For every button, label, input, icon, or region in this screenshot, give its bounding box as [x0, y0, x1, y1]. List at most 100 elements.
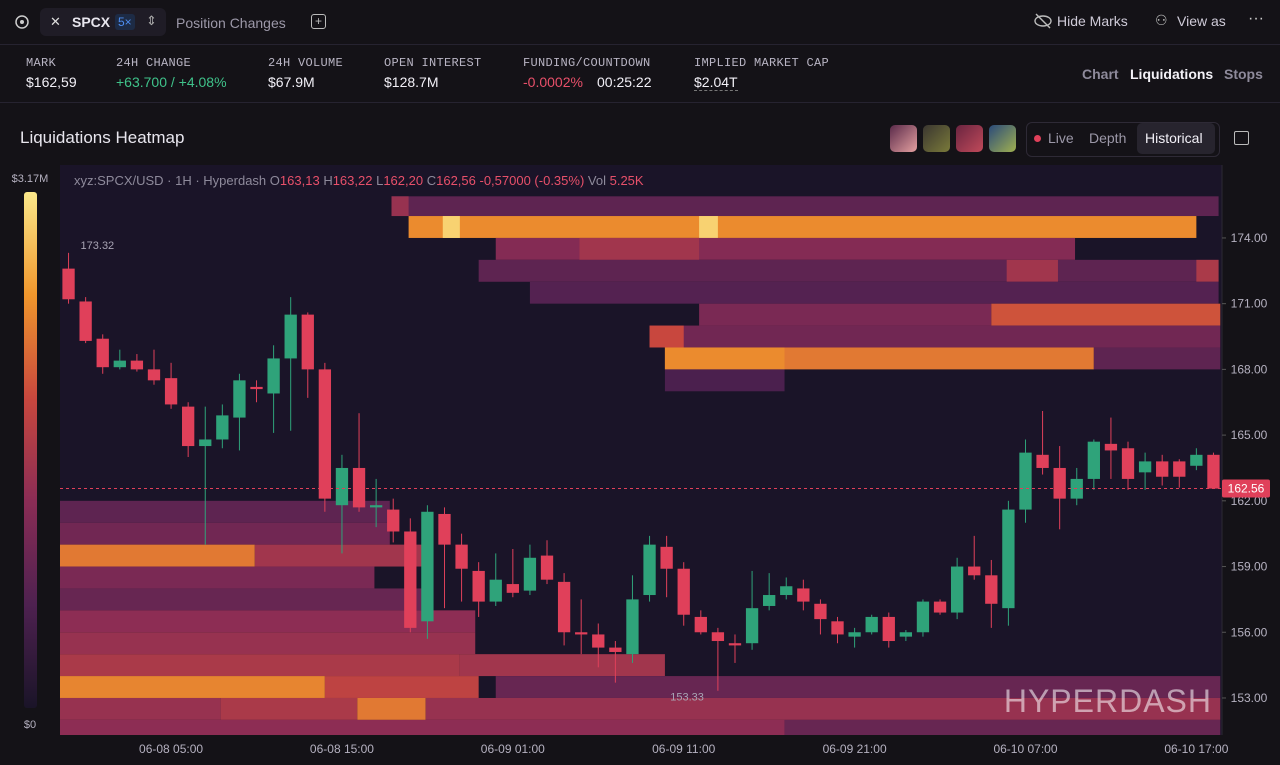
- position-changes[interactable]: Position Changes: [176, 15, 286, 31]
- mode-switch: [1026, 122, 1220, 157]
- ohlc-value: 163,22: [333, 173, 373, 188]
- candle-body: [130, 360, 144, 370]
- candle-body: [472, 570, 485, 602]
- panel-toggle[interactable]: [1234, 131, 1249, 145]
- candle-body: [677, 568, 690, 615]
- candle-body: [62, 268, 75, 300]
- divider: [0, 44, 1280, 45]
- candle-body: [745, 608, 759, 644]
- palette-swatch[interactable]: [989, 125, 1016, 152]
- palette-swatch[interactable]: [890, 125, 917, 152]
- heat-cell: [699, 303, 992, 326]
- y-tick-label: 171.00: [1231, 297, 1268, 311]
- candle-body: [814, 603, 827, 620]
- candle-body: [199, 439, 212, 447]
- change: -0,57000 (-0.35%): [480, 173, 585, 188]
- stat-extra: 00:25:22: [597, 74, 652, 90]
- heat-cell: [60, 719, 785, 735]
- candle-body: [455, 544, 468, 569]
- candle-body: [233, 380, 246, 418]
- heat-cell: [649, 325, 684, 348]
- x-tick-label: 06-08 15:00: [310, 742, 374, 756]
- mode[interactable]: Live: [1048, 130, 1074, 146]
- stat-label: MARK: [26, 56, 57, 70]
- heat-cell: [60, 632, 476, 655]
- ohlc-label: H: [323, 173, 332, 188]
- more-menu[interactable]: ···: [1248, 10, 1264, 27]
- candle-body: [540, 555, 554, 580]
- mode-active-bg: [1137, 123, 1215, 154]
- candle-body: [1104, 443, 1118, 451]
- settings-icon[interactable]: [12, 12, 32, 32]
- candle-body: [865, 616, 878, 633]
- candle-body: [284, 314, 297, 359]
- high-marker: 173.32: [81, 240, 115, 252]
- y-tick-label: 168.00: [1231, 362, 1268, 376]
- candle-body: [1019, 452, 1032, 510]
- ohlc-info: xyz:SPCX/USD · 1H · Hyperdash O163,13 H1…: [74, 173, 644, 188]
- mode-active[interactable]: Historical: [1145, 130, 1203, 146]
- stat-value: $128.7M: [384, 74, 439, 90]
- heat-cell: [579, 237, 700, 260]
- volume-value: 5.25K: [610, 173, 644, 188]
- heat-cell: [529, 281, 1219, 304]
- heat-cell: [60, 500, 390, 523]
- symbol-box[interactable]: [40, 8, 166, 36]
- candle-body: [301, 314, 314, 370]
- heat-cell: [60, 697, 221, 720]
- heat-cell: [324, 676, 479, 698]
- tab[interactable]: Chart: [1082, 66, 1119, 82]
- symbol[interactable]: SPCX: [72, 14, 111, 30]
- candle-body: [335, 467, 349, 506]
- candle-body: [1121, 448, 1135, 479]
- colorbar: [24, 192, 37, 708]
- mode[interactable]: Depth: [1089, 130, 1127, 146]
- y-tick-label: 165.00: [1231, 428, 1268, 442]
- leverage: 5×: [115, 14, 135, 30]
- heat-cell: [60, 610, 476, 633]
- live-dot: [1034, 135, 1041, 142]
- heat-cell: [425, 697, 1221, 720]
- candle-body: [882, 616, 895, 642]
- candle-body: [950, 566, 964, 613]
- dropdown-icon[interactable]: ⇕: [146, 13, 157, 28]
- palette-swatch[interactable]: [956, 125, 983, 152]
- x-tick-label: 06-09 21:00: [823, 742, 887, 756]
- ohlc-value: 162,20: [383, 173, 423, 188]
- heat-cell: [495, 676, 1221, 698]
- view-icon: ⚇: [1155, 12, 1168, 28]
- colorbar-label: $3.17M: [12, 173, 49, 185]
- candle-body: [626, 599, 639, 655]
- stat-label: FUNDING/COUNTDOWN: [523, 56, 651, 70]
- last-price-label: 162.56: [1228, 482, 1265, 496]
- axis-background: [1222, 160, 1280, 765]
- view-as[interactable]: View as: [1177, 13, 1226, 29]
- add-button[interactable]: +: [311, 14, 326, 29]
- palette-swatch[interactable]: [923, 125, 950, 152]
- x-tick-label: 06-10 07:00: [993, 742, 1057, 756]
- candle-body: [267, 358, 280, 394]
- hide-marks[interactable]: Hide Marks: [1057, 13, 1128, 29]
- candle-body: [557, 581, 571, 633]
- ohlc-label: L: [376, 173, 383, 188]
- x-tick-label: 06-09 11:00: [652, 742, 715, 756]
- symbol-info: xyz:SPCX/USD · 1H · Hyperdash: [74, 173, 266, 188]
- hide-icon[interactable]: [1033, 12, 1053, 30]
- ohlc-value: 162,56: [436, 173, 476, 188]
- candle-body: [831, 621, 844, 635]
- y-tick-label: 174.00: [1231, 231, 1268, 245]
- heat-cell: [60, 544, 255, 567]
- heat-cell: [1093, 347, 1221, 370]
- heat-cell: [60, 676, 325, 698]
- tab[interactable]: Stops: [1224, 66, 1263, 82]
- x-tick-label: 06-09 01:00: [481, 742, 545, 756]
- candle-body: [164, 378, 178, 405]
- tab-active[interactable]: Liquidations: [1130, 66, 1214, 82]
- heat-cell: [391, 196, 409, 217]
- stat-value: $162,59: [26, 74, 77, 90]
- candle-body: [609, 647, 622, 652]
- candle-body: [1207, 454, 1220, 489]
- candle-body: [1087, 441, 1100, 479]
- heat-cell: [357, 697, 426, 720]
- ohlc-value: 163,13: [280, 173, 320, 188]
